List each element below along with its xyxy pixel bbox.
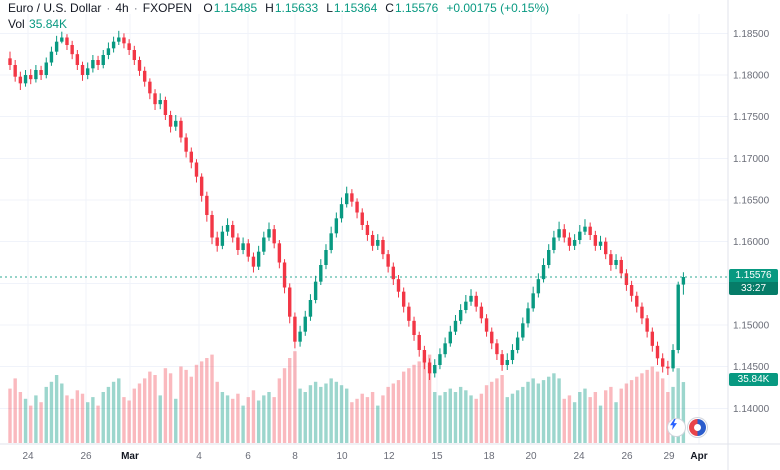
- current-price-badge: 1.15576 33:27: [729, 269, 778, 295]
- svg-text:26: 26: [80, 451, 92, 462]
- volume-badge: 35.84K: [729, 373, 778, 387]
- floating-toolbar: [668, 419, 706, 436]
- exchange-label[interactable]: FXOPEN: [142, 1, 193, 15]
- ohlc-values: O1.15485 H1.15633 L1.15364 C1.15576 +0.00175…: [195, 1, 549, 15]
- high-value: 1.15633: [274, 1, 319, 15]
- svg-text:Apr: Apr: [690, 451, 707, 462]
- high-label: H: [265, 1, 274, 15]
- svg-text:1.14500: 1.14500: [733, 362, 770, 373]
- volume-label: Vol: [8, 17, 25, 31]
- volume-legend-row: Vol 35.84K: [8, 16, 549, 32]
- open-value: 1.15485: [213, 1, 258, 15]
- symbol-legend-row: Euro / U.S. Dollar · 4h · FXOPEN O1.15485 H1.…: [8, 0, 549, 16]
- volume-bars: [8, 351, 686, 443]
- svg-text:15: 15: [431, 451, 443, 462]
- svg-text:Mar: Mar: [121, 451, 139, 462]
- low-label: L: [326, 1, 333, 15]
- svg-text:8: 8: [292, 451, 298, 462]
- close-label: C: [385, 1, 394, 15]
- svg-text:1.18500: 1.18500: [733, 29, 770, 40]
- candles: [0, 30, 728, 380]
- svg-text:29: 29: [663, 451, 675, 462]
- svg-text:24: 24: [573, 451, 585, 462]
- svg-text:1.17000: 1.17000: [733, 154, 770, 165]
- brand-logo-core: [694, 424, 701, 431]
- svg-text:12: 12: [383, 451, 395, 462]
- svg-text:24: 24: [22, 451, 34, 462]
- symbol-name[interactable]: Euro / U.S. Dollar: [8, 1, 102, 15]
- bar-countdown: 33:27: [729, 282, 778, 295]
- current-price-value: 1.15576: [729, 269, 778, 282]
- low-value: 1.15364: [333, 1, 378, 15]
- svg-text:1.18000: 1.18000: [733, 71, 770, 82]
- svg-text:1.15000: 1.15000: [733, 321, 770, 332]
- svg-text:20: 20: [525, 451, 537, 462]
- svg-text:1.16000: 1.16000: [733, 237, 770, 248]
- volume-value: 35.84K: [29, 17, 68, 31]
- svg-text:1.16500: 1.16500: [733, 196, 770, 207]
- svg-text:1.17500: 1.17500: [733, 112, 770, 123]
- legend-separator: ·: [106, 1, 111, 15]
- lightning-icon[interactable]: [668, 419, 685, 436]
- legend-separator: ·: [133, 1, 138, 15]
- close-value: 1.15576: [394, 1, 439, 15]
- change-value: +0.00175 (+0.15%): [446, 1, 550, 15]
- svg-text:1.14000: 1.14000: [733, 404, 770, 415]
- symbol-legend: Euro / U.S. Dollar · 4h · FXOPEN O1.15485 H1.…: [8, 0, 549, 32]
- volume-badge-value: 35.84K: [729, 373, 778, 387]
- svg-text:26: 26: [621, 451, 633, 462]
- brand-logo-icon[interactable]: [689, 419, 706, 436]
- gridlines: [0, 14, 728, 444]
- svg-text:6: 6: [245, 451, 251, 462]
- svg-text:18: 18: [483, 451, 495, 462]
- interval-label[interactable]: 4h: [115, 1, 129, 15]
- svg-text:4: 4: [196, 451, 202, 462]
- open-label: O: [203, 1, 213, 15]
- svg-text:10: 10: [336, 451, 348, 462]
